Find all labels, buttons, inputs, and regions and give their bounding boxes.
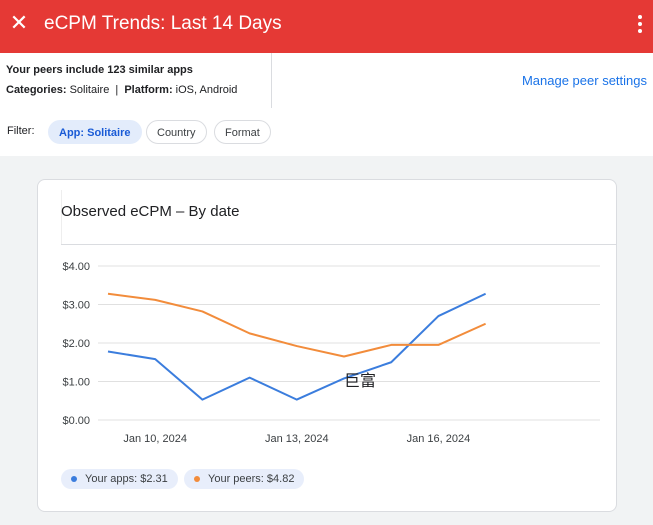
- y-tick-label: $3.00: [62, 300, 90, 312]
- legend-label-apps: Your apps: $2.31: [85, 473, 168, 485]
- y-tick-label: $0.00: [62, 415, 90, 427]
- y-tick-label: $4.00: [62, 261, 90, 273]
- x-tick-label: Jan 13, 2024: [265, 433, 329, 445]
- filter-label: Filter:: [7, 125, 35, 137]
- filter-chip-format[interactable]: Format: [214, 120, 271, 144]
- legend-item-apps[interactable]: Your apps: $2.31: [61, 469, 178, 489]
- platform-value: iOS, Android: [175, 84, 238, 96]
- filter-chip-app[interactable]: App: Solitaire: [48, 120, 142, 144]
- close-icon[interactable]: ✕: [9, 10, 29, 35]
- peer-info: Your peers include 123 similar apps Cate…: [0, 53, 272, 108]
- more-vert-icon[interactable]: [633, 12, 647, 36]
- categories-label: Categories:: [6, 84, 67, 96]
- card-divider: [61, 244, 617, 245]
- card-divider-vertical: [61, 190, 62, 245]
- separator: |: [115, 84, 119, 96]
- y-tick-label: $1.00: [62, 377, 90, 389]
- chart-title: Observed eCPM – By date: [61, 203, 240, 220]
- x-tick-label: Jan 16, 2024: [407, 433, 471, 445]
- legend-label-peers: Your peers: $4.82: [208, 473, 295, 485]
- peer-categories: Categories: Solitaire | Platform: iOS, A…: [6, 84, 237, 96]
- series-line-your-apps: [107, 292, 487, 401]
- app-bar: ✕ eCPM Trends: Last 14 Days: [0, 0, 653, 53]
- legend-item-peers[interactable]: Your peers: $4.82: [184, 469, 305, 489]
- peer-count-text: Your peers include 123 similar apps: [6, 64, 193, 76]
- legend-dot-peers: [194, 476, 200, 482]
- legend-dot-apps: [71, 476, 77, 482]
- manage-peer-settings-link[interactable]: Manage peer settings: [521, 73, 647, 88]
- y-tick-label: $2.00: [62, 338, 90, 350]
- series-line-your-peers: [107, 292, 487, 358]
- filter-bar: Filter: App: Solitaire Country Format: [0, 108, 653, 156]
- platform-label: Platform:: [124, 84, 173, 96]
- page-title: eCPM Trends: Last 14 Days: [44, 13, 282, 34]
- peer-summary: Your peers include 123 similar apps Cate…: [0, 53, 653, 109]
- chart-card: Observed eCPM – By date $4.00 $3.00 $2.00 $…: [37, 179, 617, 512]
- chart-annotation: 巨富: [344, 371, 376, 390]
- line-chart: $4.00 $3.00 $2.00 $1.00 $0.00 Jan 10, 2024 Jan…: [62, 261, 600, 445]
- categories-value: Solitaire: [69, 84, 110, 96]
- x-tick-label: Jan 10, 2024: [123, 433, 187, 445]
- filter-chip-country[interactable]: Country: [146, 120, 207, 144]
